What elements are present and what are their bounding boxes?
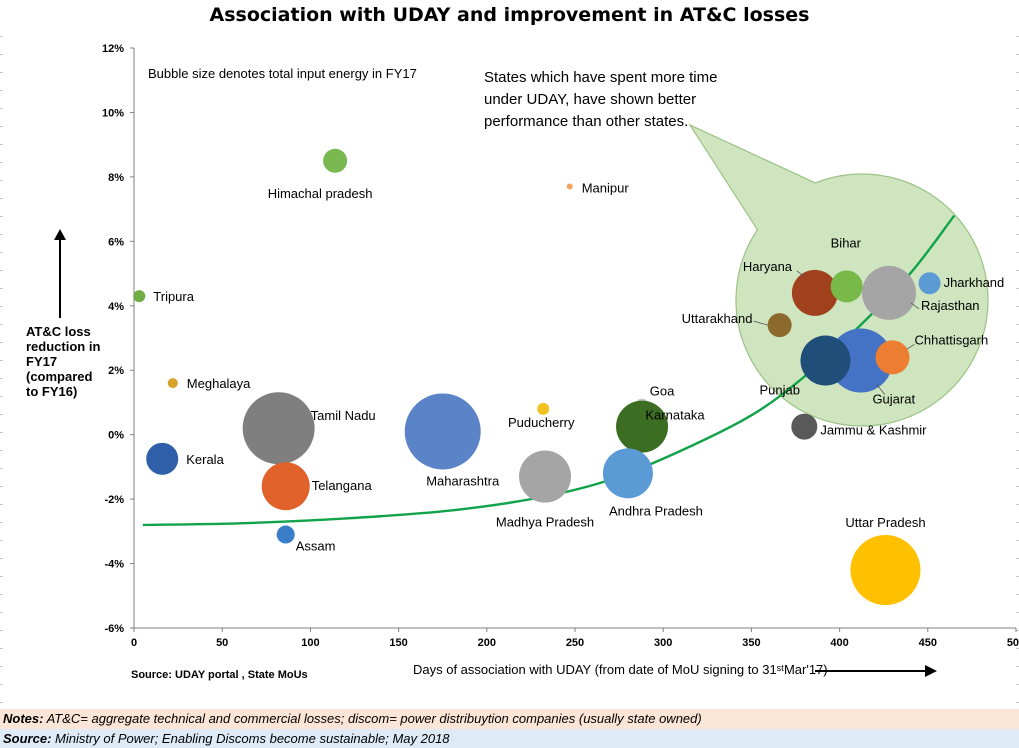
bubble-assam bbox=[276, 525, 295, 544]
y-tick-label: 0% bbox=[108, 430, 124, 442]
source-bar: Source: Ministry of Power; Enabling Disc… bbox=[0, 729, 1019, 748]
bubble-label-punjab: Punjab bbox=[759, 383, 799, 398]
x-tick-label: 0 bbox=[131, 637, 137, 649]
bubble-gujarat bbox=[828, 328, 893, 393]
bubble-bihar bbox=[830, 270, 863, 303]
leader-line bbox=[906, 343, 915, 350]
bubble-label-puducherry: Puducherry bbox=[508, 415, 575, 430]
y-axis-arrowhead bbox=[54, 229, 66, 240]
y-tick-label: 12% bbox=[102, 43, 124, 55]
bubble-label-chhattisgarh: Chhattisgarh bbox=[915, 332, 989, 347]
bubble-manipur bbox=[566, 183, 573, 190]
x-tick-label: 300 bbox=[654, 637, 672, 649]
bubble-rajasthan bbox=[861, 265, 916, 320]
x-axis-label: Days of association with UDAY (from date… bbox=[413, 662, 828, 677]
bubble-himachal-pradesh bbox=[323, 148, 348, 173]
leader-line bbox=[910, 302, 920, 310]
bubble-chart: States which have spent more time under U… bbox=[26, 43, 1019, 681]
chart-title: Association with UDAY and improvement in… bbox=[209, 4, 810, 26]
bubble-label-rajasthan: Rajasthan bbox=[921, 298, 980, 313]
notes-label: Notes: bbox=[3, 711, 44, 726]
x-tick-label: 50 bbox=[216, 637, 228, 649]
source-text: Ministry of Power; Enabling Discoms beco… bbox=[51, 731, 450, 746]
bubble-uttarakhand bbox=[767, 313, 792, 338]
bubble-meghalaya bbox=[167, 378, 178, 389]
left-dotted-border bbox=[0, 36, 3, 706]
y-tick-label: -2% bbox=[104, 494, 124, 506]
source-label: Source: bbox=[3, 731, 52, 746]
y-tick-label: 4% bbox=[108, 301, 124, 313]
bubble-label-jharkhand: Jharkhand bbox=[944, 275, 1005, 290]
bubble-uttar-pradesh bbox=[850, 535, 921, 605]
x-tick-label: 250 bbox=[566, 637, 584, 649]
y-axis-label-line: (compared bbox=[26, 369, 93, 384]
x-tick-label: 200 bbox=[478, 637, 496, 649]
notes-bar: Notes: AT&C= aggregate technical and com… bbox=[0, 709, 1019, 729]
y-tick-label: 6% bbox=[108, 236, 124, 248]
y-tick-label: 2% bbox=[108, 365, 124, 377]
bubble-label-karnataka: Karnataka bbox=[645, 408, 705, 423]
chart-source: Source: UDAY portal , State MoUs bbox=[131, 669, 308, 681]
y-axis-label-line: to FY16) bbox=[26, 384, 77, 399]
y-axis-label-line: AT&C loss bbox=[26, 324, 91, 339]
bubble-label-himachal-pradesh: Himachal pradesh bbox=[268, 186, 373, 201]
bubble-label-gujarat: Gujarat bbox=[872, 392, 915, 407]
callout-text-line: States which have spent more time bbox=[484, 69, 717, 86]
bubble-jharkhand bbox=[918, 272, 941, 295]
bubble-maharashtra bbox=[404, 393, 481, 470]
y-axis-label-line: FY17 bbox=[26, 354, 57, 369]
y-tick-label: 10% bbox=[102, 107, 124, 119]
x-tick-label: 350 bbox=[742, 637, 760, 649]
leader-line bbox=[796, 270, 806, 278]
bubble-label-bihar: Bihar bbox=[831, 235, 862, 250]
bubble-telangana bbox=[261, 462, 310, 511]
leader-line bbox=[753, 320, 768, 326]
bubble-label-madhya-pradesh: Madhya Pradesh bbox=[496, 515, 594, 530]
bubble-label-uttar-pradesh: Uttar Pradesh bbox=[845, 515, 925, 530]
y-tick-label: -4% bbox=[104, 559, 124, 571]
bubble-puducherry bbox=[537, 402, 550, 415]
bubble-size-note: Bubble size denotes total input energy i… bbox=[148, 66, 417, 81]
x-tick-label: 500 bbox=[1007, 637, 1019, 649]
bubble-madhya-pradesh bbox=[519, 450, 572, 503]
bubble-label-uttarakhand: Uttarakhand bbox=[682, 311, 753, 326]
bubble-label-telangana: Telangana bbox=[312, 478, 373, 493]
bubble-punjab bbox=[800, 335, 851, 386]
notes-text: AT&C= aggregate technical and commercial… bbox=[43, 711, 702, 726]
y-tick-label: -6% bbox=[104, 623, 124, 635]
x-tick-label: 150 bbox=[389, 637, 407, 649]
callout-text-line: performance than other states. bbox=[484, 113, 688, 130]
y-tick-label: 8% bbox=[108, 172, 124, 184]
x-tick-label: 100 bbox=[301, 637, 319, 649]
leader-line bbox=[876, 384, 886, 395]
x-tick-label: 450 bbox=[919, 637, 937, 649]
bubble-chhattisgarh bbox=[875, 340, 910, 375]
bubble-label-haryana: Haryana bbox=[743, 259, 793, 274]
bubble-tamil-nadu bbox=[242, 392, 315, 465]
y-axis-label-line: reduction in bbox=[26, 339, 100, 354]
bubble-label-manipur: Manipur bbox=[582, 181, 630, 196]
bubble-label-andhra-pradesh: Andhra Pradesh bbox=[609, 503, 703, 518]
bubble-tripura bbox=[133, 290, 146, 303]
bubble-label-tripura: Tripura bbox=[153, 289, 194, 304]
bubble-haryana bbox=[791, 269, 838, 316]
bubble-label-goa: Goa bbox=[650, 384, 675, 399]
bubble-label-tamil-nadu: Tamil Nadu bbox=[311, 408, 376, 423]
bubble-label-maharashtra: Maharashtra bbox=[426, 473, 500, 488]
bubble-label-kerala: Kerala bbox=[186, 452, 224, 467]
bubble-andhra-pradesh bbox=[602, 448, 653, 499]
x-axis-arrowhead bbox=[925, 665, 937, 677]
bubble-label-jammu-kashmir: Jammu & Kashmir bbox=[820, 423, 927, 438]
x-tick-label: 400 bbox=[830, 637, 848, 649]
right-dotted-border bbox=[1016, 36, 1019, 706]
bubble-label-assam: Assam bbox=[296, 539, 336, 554]
bubble-jammu-kashmir bbox=[791, 413, 818, 440]
bubble-karnataka bbox=[616, 400, 669, 453]
bubble-kerala bbox=[146, 442, 179, 475]
callout-text-line: under UDAY, have shown better bbox=[484, 91, 696, 108]
bubble-label-meghalaya: Meghalaya bbox=[187, 376, 251, 391]
